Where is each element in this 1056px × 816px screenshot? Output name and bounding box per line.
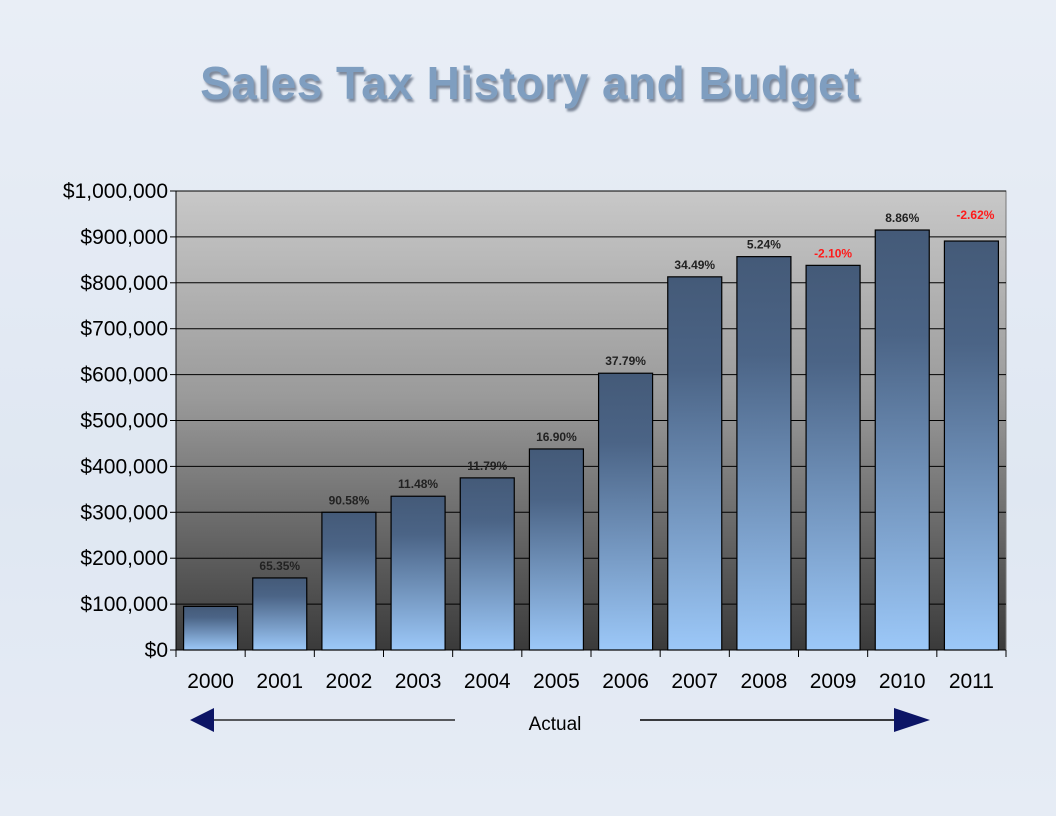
bar-2006: [597, 372, 654, 651]
bar-2005: [528, 448, 585, 651]
data-label: 11.48%: [398, 477, 438, 491]
bar-2010: [874, 229, 930, 651]
y-tick-label: $100,000: [80, 593, 168, 616]
y-tick-label: $0: [145, 639, 168, 662]
data-label: -2.10%: [814, 246, 852, 260]
data-label: 8.86%: [885, 211, 919, 225]
bar-2002: [321, 511, 377, 651]
x-tick-label: 2007: [671, 670, 718, 693]
data-label: 37.79%: [605, 354, 646, 368]
data-label: -2.62%: [956, 208, 994, 222]
bars: [182, 229, 1000, 651]
data-label: 90.58%: [329, 493, 370, 507]
x-tick-label: 2004: [464, 670, 511, 693]
x-tick-label: 2008: [741, 670, 788, 693]
bar-2000: [182, 605, 239, 651]
data-label: 5.24%: [747, 238, 781, 252]
bar-2003: [390, 495, 446, 651]
slide-title: Sales Tax History and Budget: [200, 57, 860, 109]
actual-label: Actual: [529, 714, 582, 735]
x-tick-label: 2003: [395, 670, 442, 693]
data-label: 11.79%: [467, 459, 507, 473]
y-tick-label: $300,000: [80, 501, 168, 524]
bar-2011: [943, 240, 1000, 651]
data-label: 34.49%: [674, 258, 715, 272]
x-tick-label: 2009: [810, 670, 857, 693]
y-tick-label: $400,000: [80, 455, 168, 478]
bar-2007: [667, 276, 723, 651]
x-tick-label: 2006: [602, 670, 649, 693]
y-tick-label: $1,000,000: [63, 180, 168, 203]
data-label: 65.35%: [259, 559, 300, 573]
bar-2008: [736, 256, 792, 651]
data-label: 16.90%: [536, 430, 577, 444]
y-tick-label: $900,000: [80, 226, 168, 249]
data-labels: 65.35% 90.58% 11.48% 11.79% 16.90% 37.79% 34.4…: [259, 208, 994, 573]
bar-2001: [252, 577, 308, 651]
x-tick-label: 2011: [949, 670, 994, 693]
y-tick-label: $600,000: [80, 364, 168, 387]
x-tick-label: 2001: [256, 670, 303, 693]
x-tick-label: 2010: [879, 670, 926, 693]
gridlines: [176, 190, 1006, 605]
bar-2009: [805, 264, 861, 651]
x-axis: 2000 2001 2002 2003 2004 2005 2006 2007 2008 2009…: [175, 649, 1007, 693]
bar-2004: [459, 477, 515, 651]
actual-range-annotation: Actual: [190, 708, 930, 735]
x-tick-label: 2005: [533, 670, 580, 693]
left-arrow-head: [190, 708, 214, 732]
y-tick-label: $700,000: [80, 318, 168, 341]
x-tick-label: 2002: [326, 670, 373, 693]
y-tick-label: $800,000: [80, 272, 168, 295]
y-tick-label: $500,000: [80, 410, 168, 433]
y-axis: $0 $100,000 $200,000 $300,000 $400,000 $500,0…: [63, 180, 177, 662]
x-tick-label: 2000: [187, 670, 234, 693]
right-arrow-head: [894, 708, 930, 732]
y-tick-label: $200,000: [80, 547, 168, 570]
